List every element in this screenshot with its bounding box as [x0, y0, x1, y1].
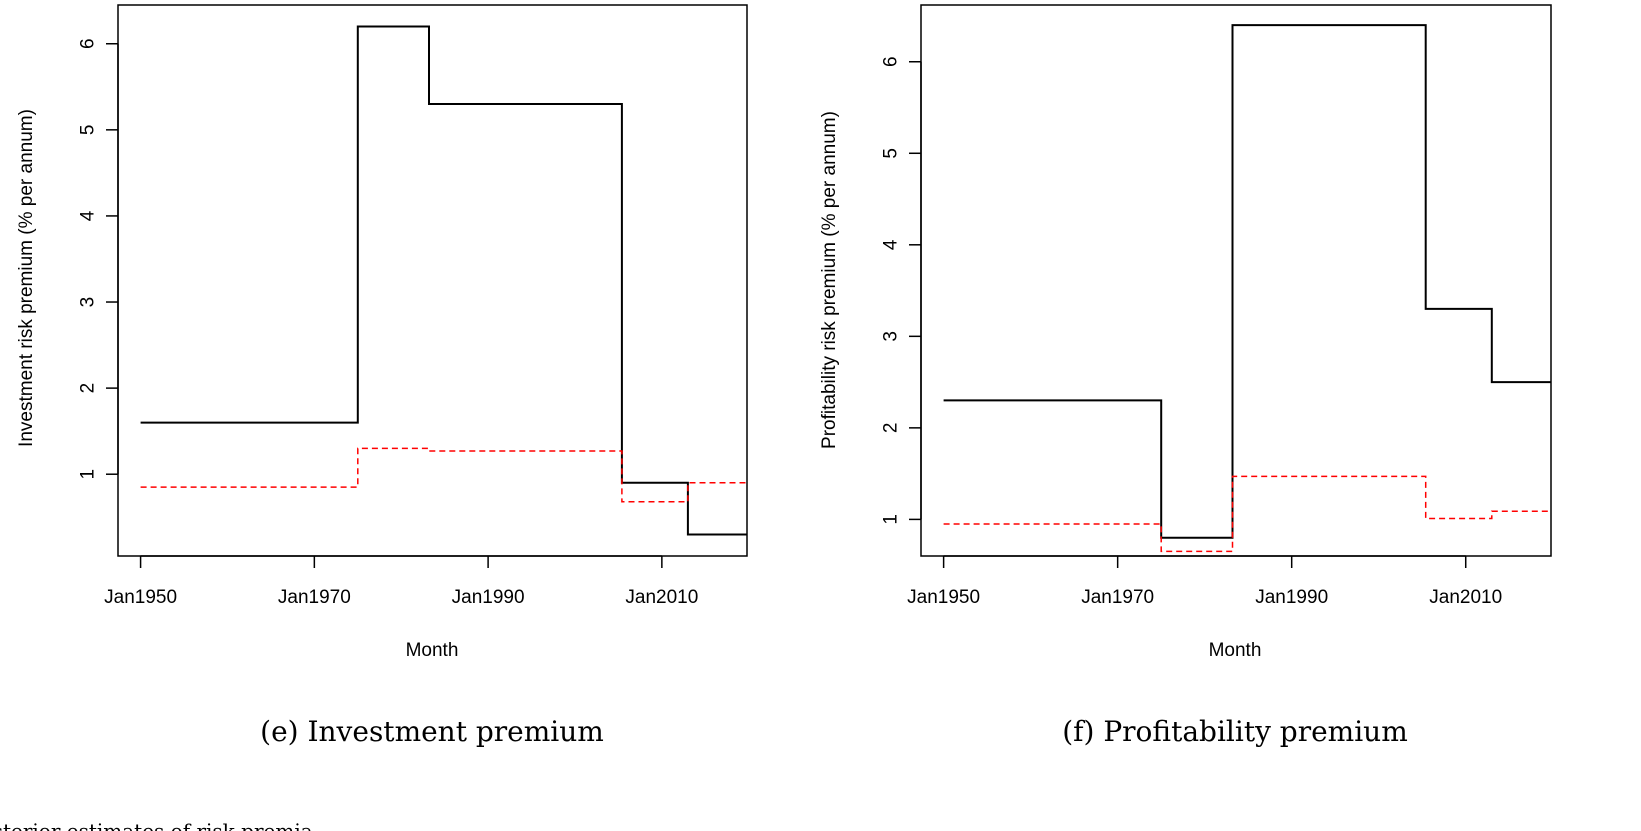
y-axis-title: Profitability risk premium (% per annum) [819, 111, 840, 449]
x-tick-label: Jan1950 [907, 587, 980, 608]
axes: Jan1950 Jan1970 Jan1990 Jan2010 1 2 3 4 5 6 [78, 4, 748, 608]
y-tick-label: 2 [881, 423, 902, 434]
y-tick-label: 2 [78, 383, 99, 394]
y-tick-label: 1 [78, 469, 99, 480]
solid-black-series-line [140, 25, 747, 536]
x-tick-label: Jan1950 [104, 587, 177, 608]
axes: Jan1950 Jan1970 Jan1990 Jan2010 1 2 3 4 5 6 [881, 4, 1552, 608]
y-tick-label: 5 [78, 125, 99, 136]
y-tick-label: 3 [881, 331, 902, 342]
y-tick-label: 6 [881, 56, 902, 67]
x-tick-label: Jan1990 [1255, 587, 1328, 608]
x-tick-label: Jan1970 [1081, 587, 1154, 608]
y-tick-label: 4 [78, 210, 99, 221]
x-tick-label: Jan2010 [625, 587, 698, 608]
x-tick-label: Jan1970 [278, 587, 351, 608]
y-tick-label: 3 [78, 297, 99, 308]
plot-frame [920, 4, 1552, 557]
footer-caption: Posterior estimates of risk premia [0, 819, 313, 831]
solid-black-series-line [943, 24, 1551, 539]
x-tick-label: Jan2010 [1429, 587, 1502, 608]
x-tick-label: Jan1990 [452, 587, 525, 608]
x-axis-title: Month [406, 640, 459, 661]
dashed-red-series-line [140, 447, 747, 503]
y-tick-label: 5 [881, 148, 902, 159]
y-tick-label: 4 [881, 239, 902, 250]
dashed-red-series-line [943, 475, 1551, 553]
plot-area [140, 25, 747, 536]
x-axis-title: Month [1209, 640, 1262, 661]
panel-profitability-premium: Jan1950 Jan1970 Jan1990 Jan2010 1 2 3 4 5 6 Month… [819, 4, 1552, 748]
y-axis-title: Investment risk premium (% per annum) [16, 109, 37, 447]
panel-caption: (f) Profitability premium [1062, 715, 1408, 748]
panel-investment-premium: Jan1950 Jan1970 Jan1990 Jan2010 1 2 3 4 5 6 Month… [16, 4, 748, 748]
plot-frame [117, 4, 748, 557]
y-tick-label: 6 [78, 38, 99, 49]
y-tick-label: 1 [881, 514, 902, 525]
panel-caption: (e) Investment premium [260, 715, 604, 748]
plot-area [943, 24, 1551, 553]
